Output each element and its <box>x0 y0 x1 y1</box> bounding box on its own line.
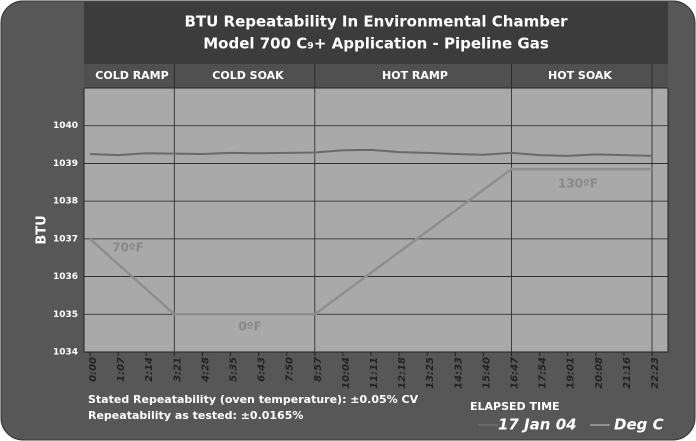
chart-subtitle: Model 700 C₉+ Application - Pipeline Gas <box>203 35 549 53</box>
x-tick-label: 20:08 <box>594 357 605 389</box>
x-tick-label: 15:40 <box>481 357 492 389</box>
x-tick-label: 6:43 <box>257 357 268 382</box>
x-tick-label: 19:01 <box>566 357 577 389</box>
x-tick-label: 4:28 <box>200 357 211 383</box>
y-tick-label: 1036 <box>53 272 78 282</box>
x-tick-label: 1:07 <box>116 357 127 382</box>
phase-label: HOT RAMP <box>382 69 448 82</box>
y-tick-label: 1034 <box>53 348 78 358</box>
x-tick-label: 0:00 <box>88 357 99 382</box>
x-tick-label: 21:16 <box>622 357 633 389</box>
legend-label: 17 Jan 04 <box>498 416 577 434</box>
x-axis-label: ELAPSED TIME <box>470 400 560 413</box>
y-tick-label: 1037 <box>53 234 78 244</box>
x-tick-label: 2:14 <box>144 357 155 382</box>
x-tick-label: 3:21 <box>172 357 183 382</box>
x-tick-label: 8:57 <box>313 357 324 382</box>
x-tick-label: 12:18 <box>397 357 408 389</box>
y-tick-label: 1039 <box>53 159 78 169</box>
data-line <box>89 148 653 157</box>
y-tick-label: 1035 <box>53 310 78 320</box>
annotation: 70ºF <box>112 241 144 255</box>
x-tick-label: 17:54 <box>538 357 549 389</box>
x-tick-label: 14:33 <box>453 357 464 389</box>
phase-row <box>84 64 668 88</box>
x-tick-label: 16:47 <box>510 357 521 389</box>
x-tick-label: 11:11 <box>369 357 380 389</box>
x-tick-label: 10:04 <box>341 357 352 389</box>
x-tick-label: 5:35 <box>229 357 240 382</box>
x-tick-label: 13:25 <box>425 357 436 389</box>
y-tick-label: 1038 <box>53 197 78 207</box>
note: Repeatability as tested: ±0.0165% <box>88 409 303 422</box>
data-line <box>89 167 652 316</box>
phase-label: HOT SOAK <box>548 69 612 82</box>
y-tick-label: 1040 <box>53 121 78 131</box>
x-tick-label: 7:50 <box>285 357 296 382</box>
chart-title: BTU Repeatability In Environmental Chamb… <box>184 13 568 31</box>
note: Stated Repeatability (oven temperature):… <box>88 393 419 406</box>
phase-label: COLD SOAK <box>212 69 284 82</box>
title-box <box>84 2 668 64</box>
x-tick-label: 22:23 <box>650 357 661 389</box>
phase-label: COLD RAMP <box>95 69 168 82</box>
y-axis-label: BTU <box>35 215 50 244</box>
annotation: 0ºF <box>238 320 261 334</box>
legend-label: Deg C <box>614 416 664 434</box>
annotation: 130ºF <box>558 177 598 191</box>
plot-area <box>83 87 669 353</box>
